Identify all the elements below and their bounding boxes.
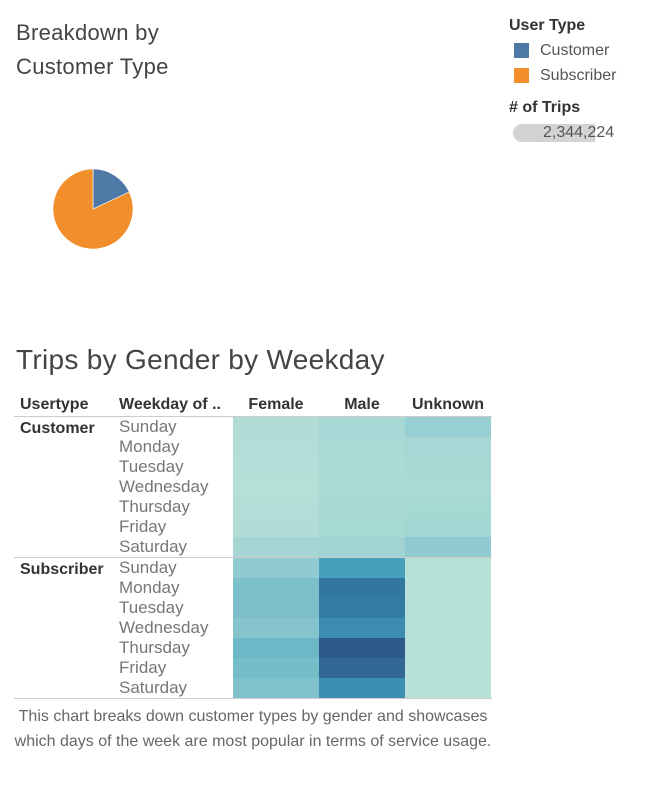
header-female[interactable]: Female — [248, 396, 304, 413]
heatmap-table: Usertype Weekday of .. Female Male Unkno… — [14, 394, 492, 699]
heatmap-cell-customer-thursday-female[interactable] — [233, 497, 319, 517]
pie-slice-customer[interactable] — [92, 168, 130, 210]
weekday-label-subscriber-monday: Monday — [119, 578, 180, 597]
heatmap-cell-subscriber-wednesday-female[interactable] — [233, 618, 319, 638]
heatmap-cell-customer-thursday-male[interactable] — [319, 497, 405, 517]
heatmap-cell-customer-wednesday-unknown[interactable] — [405, 477, 491, 497]
legend-item-subscriber[interactable]: Subscriber — [509, 63, 643, 88]
heatmap-cell-subscriber-wednesday-unknown[interactable] — [405, 618, 491, 638]
header-male[interactable]: Male — [344, 396, 380, 413]
weekday-label-subscriber-saturday: Saturday — [119, 678, 188, 697]
weekday-label-customer-sunday: Sunday — [119, 417, 177, 436]
heatmap-cell-customer-sunday-female[interactable] — [233, 417, 319, 437]
weekday-label-customer-friday: Friday — [119, 517, 167, 536]
heatmap-cell-customer-wednesday-male[interactable] — [319, 477, 405, 497]
weekday-label-subscriber-thursday: Thursday — [119, 638, 190, 657]
row-group-label-customer: Customer — [20, 420, 95, 437]
weekday-label-customer-thursday: Thursday — [119, 497, 190, 516]
heatmap-cell-subscriber-monday-unknown[interactable] — [405, 578, 491, 598]
row-group-subscriber: Subscriber Sunday Monday Tuesday Wednesday T… — [14, 558, 492, 699]
heatmap-cell-subscriber-tuesday-unknown[interactable] — [405, 598, 491, 618]
heatmap-cell-subscriber-monday-male[interactable] — [319, 578, 405, 598]
heatmap-cell-subscriber-friday-female[interactable] — [233, 658, 319, 678]
legend-title: User Type — [509, 17, 586, 34]
legend-label-customer: Customer — [540, 41, 610, 59]
weekday-label-subscriber-wednesday: Wednesday — [119, 618, 209, 637]
heatmap-cell-customer-wednesday-female[interactable] — [233, 477, 319, 497]
heatmap-cell-customer-friday-unknown[interactable] — [405, 517, 491, 537]
weekday-label-subscriber-sunday: Sunday — [119, 558, 177, 577]
heatmap-cell-customer-sunday-unknown[interactable] — [405, 417, 491, 437]
legend: User Type Customer Subscriber # of Trips… — [509, 14, 643, 144]
heatmap-title: Trips by Gender by Weekday — [16, 344, 385, 375]
row-group-customer: Customer Sunday Monday Tuesday Wednesday Thu… — [14, 417, 492, 558]
weekday-label-customer-monday: Monday — [119, 437, 180, 456]
heatmap-cell-customer-tuesday-female[interactable] — [233, 457, 319, 477]
heatmap-cell-subscriber-saturday-female[interactable] — [233, 678, 319, 698]
heatmap-cell-subscriber-wednesday-male[interactable] — [319, 618, 405, 638]
heatmap-cell-subscriber-sunday-unknown[interactable] — [405, 558, 491, 578]
size-legend-bar — [513, 124, 595, 142]
heatmap-cell-subscriber-saturday-unknown[interactable] — [405, 678, 491, 698]
heatmap-cell-subscriber-sunday-male[interactable] — [319, 558, 405, 578]
header-usertype[interactable]: Usertype — [20, 396, 89, 413]
heatmap-cell-subscriber-friday-unknown[interactable] — [405, 658, 491, 678]
heatmap-cell-subscriber-saturday-male[interactable] — [319, 678, 405, 698]
weekday-label-subscriber-friday: Friday — [119, 658, 167, 677]
heatmap-cell-subscriber-friday-male[interactable] — [319, 658, 405, 678]
heatmap-cell-customer-monday-unknown[interactable] — [405, 437, 491, 457]
weekday-label-customer-saturday: Saturday — [119, 537, 188, 556]
chart-caption: This chart breaks down customer types by… — [14, 708, 492, 750]
heatmap-cell-subscriber-tuesday-female[interactable] — [233, 598, 319, 618]
heatmap-cell-subscriber-thursday-unknown[interactable] — [405, 638, 491, 658]
heatmap-cell-customer-monday-male[interactable] — [319, 437, 405, 457]
legend-swatch-subscriber — [514, 68, 529, 83]
weekday-label-customer-wednesday: Wednesday — [119, 477, 209, 496]
weekday-label-subscriber-tuesday: Tuesday — [119, 598, 184, 617]
heatmap-cell-subscriber-thursday-male[interactable] — [319, 638, 405, 658]
pie-slice-subscriber[interactable] — [52, 168, 134, 250]
size-legend-title: # of Trips — [509, 99, 581, 116]
legend-swatch-customer — [514, 43, 529, 58]
heatmap-cell-subscriber-tuesday-male[interactable] — [319, 598, 405, 618]
size-legend: 2,344,224 — [513, 122, 643, 144]
heatmap-header: Usertype Weekday of .. Female Male Unkno… — [14, 394, 492, 417]
heatmap-cell-customer-tuesday-unknown[interactable] — [405, 457, 491, 477]
heatmap-cell-subscriber-monday-female[interactable] — [233, 578, 319, 598]
heatmap-cell-subscriber-thursday-female[interactable] — [233, 638, 319, 658]
heatmap-cell-customer-saturday-male[interactable] — [319, 537, 405, 557]
heatmap-cell-customer-friday-female[interactable] — [233, 517, 319, 537]
heatmap-cell-customer-monday-female[interactable] — [233, 437, 319, 457]
header-unknown[interactable]: Unknown — [412, 396, 484, 413]
heatmap-cell-customer-sunday-male[interactable] — [319, 417, 405, 437]
heatmap-cell-customer-tuesday-male[interactable] — [319, 457, 405, 477]
heatmap-cell-customer-saturday-unknown[interactable] — [405, 537, 491, 557]
heatmap-cell-customer-thursday-unknown[interactable] — [405, 497, 491, 517]
row-group-label-subscriber: Subscriber — [20, 561, 104, 578]
size-legend-value: 2,344,224 — [543, 124, 615, 141]
legend-item-customer[interactable]: Customer — [509, 38, 643, 63]
heatmap-cell-customer-friday-male[interactable] — [319, 517, 405, 537]
heatmap-cell-customer-saturday-female[interactable] — [233, 537, 319, 557]
weekday-label-customer-tuesday: Tuesday — [119, 457, 184, 476]
legend-label-subscriber: Subscriber — [540, 66, 617, 84]
pie-chart — [52, 168, 134, 250]
header-weekday[interactable]: Weekday of .. — [119, 396, 221, 413]
pie-chart-title: Breakdown by Customer Type — [16, 20, 169, 79]
heatmap-cell-subscriber-sunday-female[interactable] — [233, 558, 319, 578]
